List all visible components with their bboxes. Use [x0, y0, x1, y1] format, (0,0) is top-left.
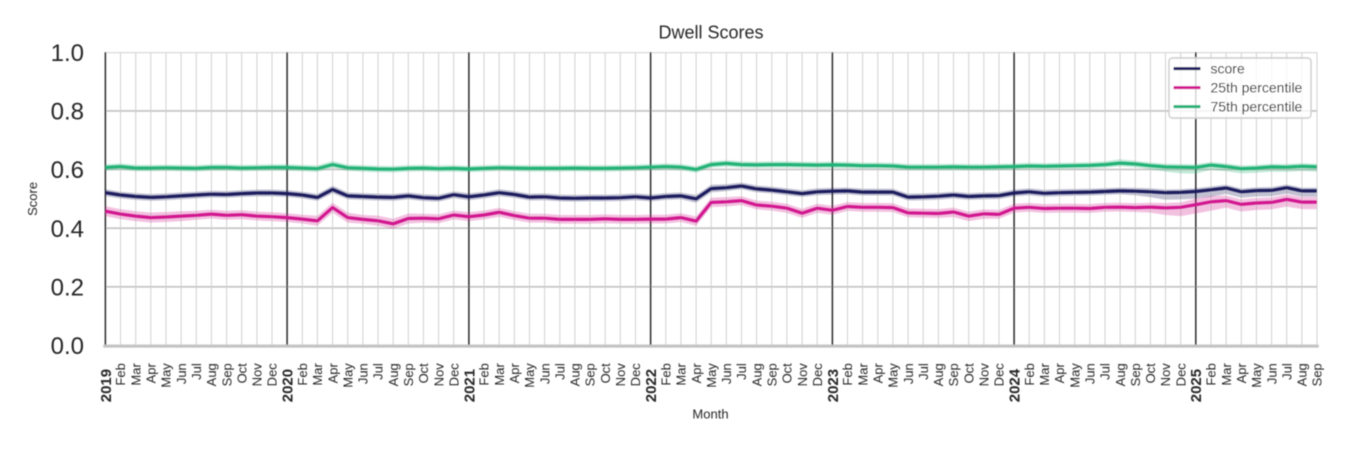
- svg-text:2022: 2022: [643, 369, 660, 402]
- svg-text:0.2: 0.2: [51, 274, 84, 301]
- svg-text:Oct: Oct: [234, 363, 249, 384]
- svg-text:Mar: Mar: [492, 363, 507, 386]
- svg-text:Jul: Jul: [1279, 363, 1294, 380]
- svg-text:Aug: Aug: [204, 363, 219, 386]
- svg-text:Jun: Jun: [1264, 363, 1279, 384]
- svg-text:Mar: Mar: [1037, 363, 1052, 386]
- svg-text:2025: 2025: [1188, 369, 1205, 402]
- svg-text:Dec: Dec: [628, 363, 643, 387]
- svg-text:Feb: Feb: [477, 363, 492, 385]
- svg-text:2024: 2024: [1007, 368, 1024, 402]
- svg-text:Jun: Jun: [719, 363, 734, 384]
- svg-text:2020: 2020: [280, 369, 297, 402]
- svg-text:2023: 2023: [825, 369, 842, 402]
- svg-text:May: May: [704, 363, 719, 388]
- svg-text:Dec: Dec: [1173, 363, 1188, 387]
- svg-text:Mar: Mar: [128, 363, 143, 386]
- svg-text:Jun: Jun: [174, 363, 189, 384]
- svg-text:Aug: Aug: [1295, 363, 1310, 386]
- svg-text:75th percentile: 75th percentile: [1211, 99, 1303, 115]
- svg-text:Aug: Aug: [386, 363, 401, 386]
- svg-text:Apr: Apr: [144, 363, 159, 384]
- svg-text:Jun: Jun: [537, 363, 552, 384]
- svg-text:Dwell Scores: Dwell Scores: [658, 23, 763, 43]
- svg-text:Oct: Oct: [1143, 363, 1158, 384]
- svg-text:Apr: Apr: [325, 363, 340, 384]
- svg-text:Oct: Oct: [416, 363, 431, 384]
- svg-text:Apr: Apr: [1234, 363, 1249, 384]
- svg-text:Nov: Nov: [1158, 363, 1173, 387]
- svg-text:May: May: [159, 363, 174, 388]
- svg-text:May: May: [886, 363, 901, 388]
- svg-text:Dec: Dec: [446, 363, 461, 387]
- svg-text:0.4: 0.4: [51, 216, 84, 243]
- svg-text:Mar: Mar: [674, 363, 689, 386]
- svg-text:Feb: Feb: [113, 363, 128, 385]
- svg-text:0.8: 0.8: [51, 99, 84, 126]
- svg-text:2019: 2019: [98, 369, 115, 402]
- svg-text:May: May: [522, 363, 537, 388]
- svg-text:Oct: Oct: [598, 363, 613, 384]
- svg-text:Feb: Feb: [295, 363, 310, 385]
- svg-text:Aug: Aug: [749, 363, 764, 386]
- svg-text:Mar: Mar: [855, 363, 870, 386]
- svg-text:2021: 2021: [461, 369, 478, 402]
- svg-text:Dec: Dec: [992, 363, 1007, 387]
- svg-text:Sep: Sep: [401, 363, 416, 386]
- svg-text:Jun: Jun: [901, 363, 916, 384]
- svg-text:Oct: Oct: [780, 363, 795, 384]
- svg-text:Month: Month: [692, 406, 728, 421]
- svg-text:Nov: Nov: [977, 363, 992, 387]
- svg-text:Nov: Nov: [613, 363, 628, 387]
- svg-text:0.6: 0.6: [51, 157, 84, 184]
- svg-text:0.0: 0.0: [51, 333, 84, 360]
- svg-text:Mar: Mar: [310, 363, 325, 386]
- svg-text:Sep: Sep: [1128, 363, 1143, 386]
- svg-text:Nov: Nov: [250, 363, 265, 387]
- svg-text:Feb: Feb: [659, 363, 674, 385]
- svg-text:Sep: Sep: [1310, 363, 1325, 386]
- svg-text:Dec: Dec: [265, 363, 280, 387]
- svg-text:Jul: Jul: [916, 363, 931, 380]
- svg-text:Oct: Oct: [961, 363, 976, 384]
- svg-text:Apr: Apr: [689, 363, 704, 384]
- svg-text:Jun: Jun: [356, 363, 371, 384]
- svg-text:Feb: Feb: [1022, 363, 1037, 385]
- svg-text:Aug: Aug: [931, 363, 946, 386]
- svg-text:May: May: [1067, 363, 1082, 388]
- svg-text:Jul: Jul: [1098, 363, 1113, 380]
- svg-text:Aug: Aug: [568, 363, 583, 386]
- svg-text:score: score: [1211, 61, 1245, 77]
- svg-text:May: May: [1249, 363, 1264, 388]
- svg-text:25th percentile: 25th percentile: [1211, 80, 1303, 96]
- svg-text:Jun: Jun: [1083, 363, 1098, 384]
- svg-text:Nov: Nov: [431, 363, 446, 387]
- svg-text:Jul: Jul: [371, 363, 386, 380]
- svg-text:Sep: Sep: [583, 363, 598, 386]
- svg-text:Nov: Nov: [795, 363, 810, 387]
- svg-text:Feb: Feb: [1204, 363, 1219, 385]
- svg-text:Jul: Jul: [553, 363, 568, 380]
- svg-text:Apr: Apr: [871, 363, 886, 384]
- svg-text:Feb: Feb: [840, 363, 855, 385]
- svg-text:Score: Score: [25, 182, 40, 216]
- svg-text:Jul: Jul: [189, 363, 204, 380]
- svg-text:Jul: Jul: [734, 363, 749, 380]
- svg-text:Aug: Aug: [1113, 363, 1128, 386]
- svg-text:Apr: Apr: [1052, 363, 1067, 384]
- svg-text:Dec: Dec: [810, 363, 825, 387]
- svg-text:Sep: Sep: [765, 363, 780, 386]
- svg-text:Apr: Apr: [507, 363, 522, 384]
- svg-text:Sep: Sep: [946, 363, 961, 386]
- svg-text:May: May: [340, 363, 355, 388]
- svg-text:Mar: Mar: [1219, 363, 1234, 386]
- svg-text:1.0: 1.0: [51, 40, 84, 67]
- svg-text:Sep: Sep: [219, 363, 234, 386]
